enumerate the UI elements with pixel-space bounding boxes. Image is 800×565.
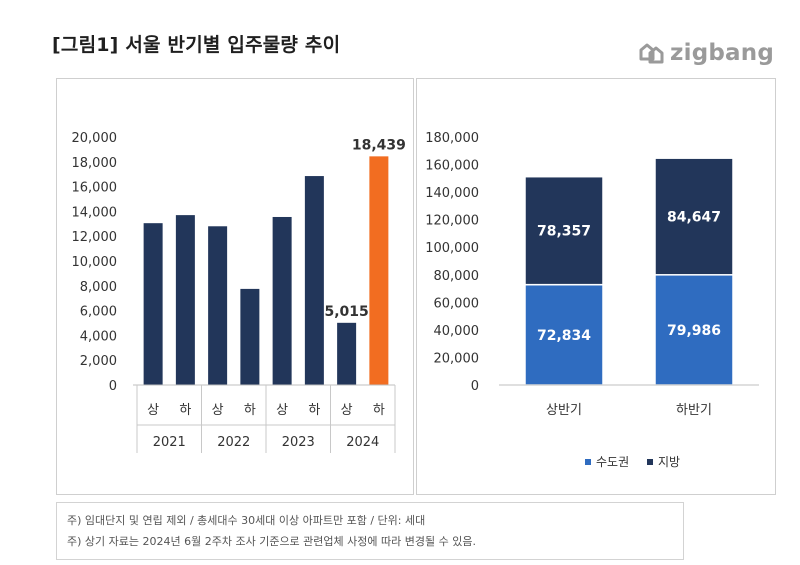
data-label: 79,986 <box>667 323 721 339</box>
y-tick-label: 0 <box>471 379 479 394</box>
year-label: 2024 <box>346 435 379 450</box>
y-tick-label: 4,000 <box>80 329 117 344</box>
half-year-supply-bar-chart: 0 2,000 4,000 6,000 8,000 10,000 12,000 14,000 1… <box>72 131 406 453</box>
bar <box>304 176 324 385</box>
y-tick-label: 20,000 <box>434 351 480 366</box>
data-label: 5,015 <box>324 304 368 320</box>
bar <box>240 288 260 385</box>
data-label: 78,357 <box>537 224 591 240</box>
x-tick-label: 상 <box>212 403 224 418</box>
x-tick-label: 상반기 <box>546 403 582 418</box>
x-tick-label: 상 <box>147 403 159 418</box>
year-label: 2021 <box>153 435 186 450</box>
legend-swatch <box>585 459 591 465</box>
y-tick-label: 8,000 <box>80 280 117 295</box>
year-label: 2023 <box>282 435 315 450</box>
legend-label: 지방 <box>658 455 680 469</box>
y-tick-label: 0 <box>109 379 117 394</box>
y-tick-label: 40,000 <box>434 324 480 339</box>
bar <box>369 156 389 385</box>
page-title: [그림1] 서울 반기별 입주물량 추이 <box>52 34 341 56</box>
y-tick-label: 10,000 <box>72 255 118 270</box>
footnotes: 주) 임대단지 및 연립 제외 / 총세대수 30세대 이상 아파트만 포함 /… <box>56 502 684 560</box>
zigbang-logo: zigbang <box>638 40 774 66</box>
y-tick-label: 100,000 <box>425 241 479 256</box>
region-supply-chart-panel: 0 20,000 40,000 60,000 80,000 100,000 120,000 1… <box>416 78 776 495</box>
legend-swatch <box>647 459 653 465</box>
y-tick-label: 14,000 <box>72 205 118 220</box>
x-tick-label: 하반기 <box>676 403 712 418</box>
x-tick-label: 하 <box>179 403 191 418</box>
footnote-2: 주) 상기 자료는 2024년 6월 2주차 조사 기준으로 관련업체 사정에 … <box>67 535 476 548</box>
bar <box>272 216 292 385</box>
bar <box>143 223 163 385</box>
zigbang-logo-icon <box>639 43 664 64</box>
half-year-supply-chart-panel: 0 2,000 4,000 6,000 8,000 10,000 12,000 14,000 1… <box>56 78 414 495</box>
x-tick-label: 상 <box>276 403 288 418</box>
y-tick-label: 6,000 <box>80 305 117 320</box>
x-tick-label: 상 <box>341 403 353 418</box>
y-tick-label: 16,000 <box>72 181 118 196</box>
stacked-bar-segment <box>524 175 604 286</box>
y-tick-label: 2,000 <box>80 354 117 369</box>
y-tick-label: 120,000 <box>425 214 479 229</box>
x-tick-label: 하 <box>373 403 385 418</box>
footnote-1: 주) 임대단지 및 연립 제외 / 총세대수 30세대 이상 아파트만 포함 /… <box>67 514 426 527</box>
stacked-bar-segment <box>654 274 734 386</box>
logo-text: zigbang <box>670 40 774 66</box>
y-tick-label: 160,000 <box>425 159 479 174</box>
year-label: 2022 <box>217 435 250 450</box>
y-tick-label: 80,000 <box>434 269 480 284</box>
y-tick-label: 20,000 <box>72 131 118 146</box>
bar <box>337 322 357 385</box>
data-label: 18,439 <box>352 137 406 153</box>
y-tick-label: 140,000 <box>425 186 479 201</box>
data-label: 72,834 <box>537 328 591 344</box>
legend-label: 수도권 <box>596 455 629 469</box>
bar <box>208 226 228 385</box>
stacked-bar-segment <box>654 157 734 276</box>
y-tick-label: 180,000 <box>425 131 479 146</box>
region-stacked-bar-chart: 0 20,000 40,000 60,000 80,000 100,000 120,000 1… <box>425 131 759 469</box>
bar <box>175 215 195 385</box>
y-tick-label: 60,000 <box>434 296 480 311</box>
y-tick-label: 18,000 <box>72 156 118 171</box>
x-tick-label: 하 <box>308 403 320 418</box>
y-tick-label: 12,000 <box>72 230 118 245</box>
data-label: 84,647 <box>667 209 721 225</box>
x-tick-label: 하 <box>244 403 256 418</box>
